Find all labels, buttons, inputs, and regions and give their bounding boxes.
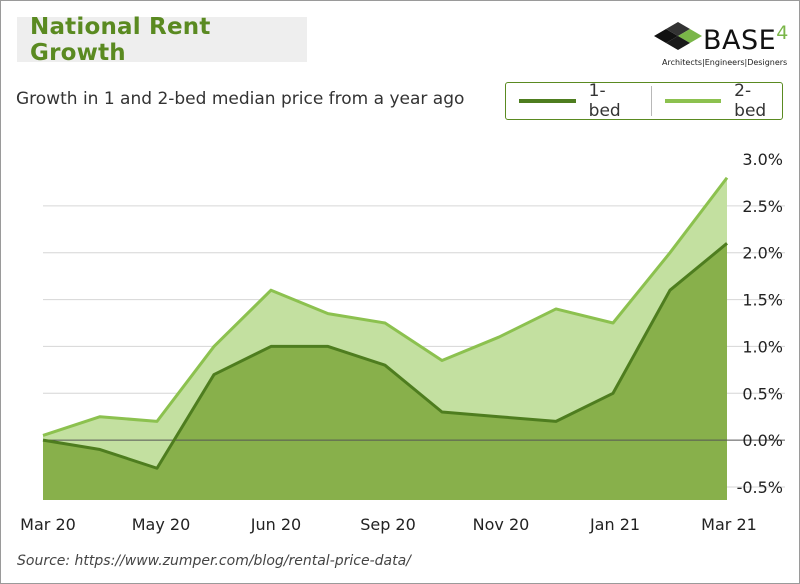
y-tick-label: 1.0% [742,337,783,356]
legend-swatch-1-bed [519,99,576,103]
title-box: National Rent Growth [17,14,307,66]
legend-swatch-2-bed [664,99,722,103]
y-tick-label: 3.0% [742,150,783,169]
x-tick-label: Jan 21 [589,515,640,534]
chart-subtitle: Growth in 1 and 2-bed median price from … [16,89,465,109]
legend-label-2-bed: 2-bed [734,81,767,121]
chart-title: National Rent Growth [30,13,211,66]
y-tick-label: 2.0% [742,244,783,263]
x-tick-label: Mar 20 [20,515,76,534]
x-tick-label: Nov 20 [473,515,530,534]
y-tick-label: 1.5% [742,291,783,310]
legend: 1-bed 2-bed [505,81,783,121]
legend-divider [650,86,652,116]
logo-tagline: Architects|Engineers|Designers [662,58,788,67]
logo-name: BASE [703,25,777,56]
y-tick-label: 0.0% [742,431,783,450]
base4-logo: BASE4 Architects|Engineers|Designers [652,16,788,72]
y-tick-label: -0.5% [737,478,783,497]
logo-number: 4 [776,22,789,44]
y-tick-label: 2.5% [742,197,783,216]
x-tick-label: Mar 21 [701,515,757,534]
x-tick-label: Sep 20 [360,515,416,534]
legend-item-2-bed: 2-bed [652,81,783,121]
y-tick-label: 0.5% [742,384,783,403]
x-tick-label: May 20 [132,515,191,534]
source-note: Source: https://www.zumper.com/blog/rent… [17,553,411,569]
legend-item-1-bed: 1-bed [506,81,637,121]
legend-label-1-bed: 1-bed [588,81,621,121]
series-line-2-bed [42,176,729,437]
series-line-1-bed [42,242,728,470]
area-1-bed [43,243,727,501]
logo-cubes-icon [654,22,702,50]
x-tick-label: Jun 20 [250,515,301,534]
logo-wordmark: BASE4 [703,22,789,56]
